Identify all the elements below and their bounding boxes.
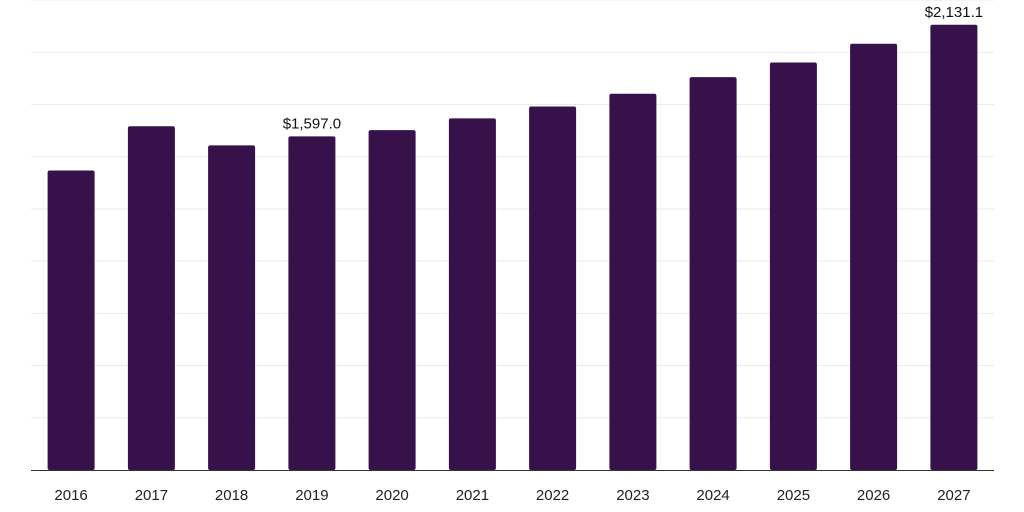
x-tick-label: 2017 [135, 487, 168, 504]
bars [47, 24, 978, 471]
bar-2018[interactable] [208, 145, 256, 470]
x-tick-label: 2019 [295, 487, 328, 504]
x-tick-label: 2026 [857, 487, 890, 504]
bar-2019[interactable] [288, 136, 336, 470]
bar-2026[interactable] [850, 43, 898, 470]
bar-2025[interactable] [769, 62, 817, 471]
bar-2027[interactable] [930, 24, 978, 471]
bar-2024[interactable] [689, 77, 737, 470]
data-label: $1,597.0 [283, 115, 341, 132]
data-labels: $1,597.0 $2,131.1 [283, 4, 983, 133]
bar-2021[interactable] [448, 118, 496, 471]
x-tick-label: 2024 [696, 487, 729, 504]
x-tick-label: 2016 [54, 487, 87, 504]
bar-2022[interactable] [529, 106, 577, 471]
bar-2017[interactable] [127, 126, 175, 470]
data-label: $2,131.1 [925, 4, 983, 21]
bar-2023[interactable] [609, 93, 657, 471]
bar-2016[interactable] [47, 170, 95, 471]
gridlines [31, 0, 994, 419]
x-tick-label: 2021 [456, 487, 489, 504]
x-tick-label: 2027 [937, 487, 970, 504]
bar-2020[interactable] [368, 130, 416, 470]
x-tick-label: 2022 [536, 487, 569, 504]
x-tick-label: 2025 [777, 487, 810, 504]
x-tick-label: 2023 [616, 487, 649, 504]
x-tick-labels: 2016 2017 2018 2019 2020 2021 2022 2023 2024 2025… [54, 487, 970, 504]
x-tick-label: 2018 [215, 487, 248, 504]
x-tick-label: 2020 [375, 487, 408, 504]
